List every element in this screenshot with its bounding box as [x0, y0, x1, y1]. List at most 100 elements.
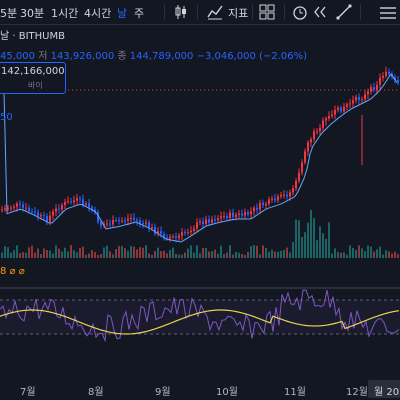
- candle-body: [226, 216, 228, 219]
- volume-bar: [292, 242, 294, 258]
- candle-body: [355, 97, 357, 101]
- volume-bar: [91, 250, 93, 258]
- indicators-icon[interactable]: [206, 3, 224, 21]
- menu-icon[interactable]: [378, 3, 396, 21]
- candle-body: [121, 220, 123, 222]
- candle-body: [274, 198, 276, 201]
- candle-body: [280, 195, 282, 197]
- candle-body: [259, 202, 261, 210]
- volume-bar: [313, 218, 315, 258]
- candle-body: [397, 80, 399, 83]
- indicators-label[interactable]: 지표: [228, 7, 249, 20]
- candle-body: [178, 235, 180, 238]
- buy-price-box[interactable]: 142,166,000 바이: [0, 62, 66, 94]
- candle-body: [292, 188, 294, 193]
- volume-bar: [367, 245, 369, 258]
- candle-body: [343, 106, 345, 112]
- volume-bar: [373, 251, 375, 258]
- candle-body: [172, 236, 174, 238]
- candle-body: [283, 194, 285, 196]
- candle-body: [91, 207, 93, 210]
- open-value: 45,000: [0, 51, 35, 62]
- candle-icon[interactable]: [172, 3, 190, 21]
- candle-body: [265, 203, 267, 206]
- volume-bar: [250, 246, 252, 258]
- candle-body: [196, 222, 198, 229]
- candle-body: [49, 215, 51, 222]
- replay-icon[interactable]: [312, 3, 330, 21]
- buy-label: 바이: [28, 81, 43, 90]
- volume-bar: [358, 245, 360, 258]
- volume-bar: [310, 209, 312, 258]
- candle-body: [61, 204, 63, 210]
- candle-body: [229, 212, 231, 219]
- candle-body: [325, 118, 327, 121]
- volume-bar: [103, 247, 105, 258]
- volume-bar: [193, 252, 195, 258]
- candle-body: [1, 209, 3, 211]
- volume-bar: [274, 251, 276, 258]
- line-tool-icon[interactable]: [335, 3, 353, 21]
- volume-bar: [253, 245, 255, 258]
- candle-body: [124, 220, 126, 222]
- volume-bar: [166, 253, 168, 258]
- candle-body: [58, 208, 60, 210]
- xaxis-tick: 12월: [346, 387, 368, 398]
- candle-body: [202, 221, 204, 224]
- interval-30m[interactable]: 30분: [20, 7, 45, 20]
- volume-bar: [37, 248, 39, 258]
- candle-body: [286, 194, 288, 197]
- volume-bar: [217, 253, 219, 258]
- symbol-title[interactable]: 날 · BITHUMB: [0, 31, 65, 42]
- rsi-ma-line: [0, 309, 400, 335]
- volume-bar: [100, 253, 102, 258]
- xaxis-crosshair-label: 월 202: [368, 380, 400, 398]
- volume-bar: [34, 252, 36, 258]
- interval-5m[interactable]: 5분: [0, 7, 18, 20]
- candle-body: [379, 77, 381, 85]
- candle-body: [310, 139, 312, 143]
- volume-bar: [127, 250, 129, 258]
- candle-body: [70, 201, 72, 203]
- interval-week[interactable]: 주: [134, 7, 145, 20]
- candle-body: [238, 213, 240, 215]
- volume-bar: [172, 247, 174, 258]
- interval-1h[interactable]: 1시간: [51, 7, 79, 20]
- candle-body: [148, 222, 150, 228]
- volume-bar: [181, 254, 183, 258]
- interval-4h[interactable]: 4시간: [84, 7, 112, 20]
- candle-body: [307, 142, 309, 152]
- candle-body: [166, 237, 168, 239]
- candle-body: [250, 211, 252, 215]
- candle-body: [10, 207, 12, 209]
- volume-bar: [337, 252, 339, 258]
- candle-body: [187, 232, 189, 234]
- layout-icon[interactable]: [258, 3, 276, 21]
- rsi-line: [0, 289, 400, 343]
- candle-body: [67, 201, 69, 203]
- candle-body: [136, 219, 138, 221]
- candle-body: [304, 151, 306, 163]
- alert-icon[interactable]: [291, 3, 309, 21]
- candle-body: [190, 230, 192, 233]
- volume-bar: [46, 250, 48, 258]
- volume-bar: [361, 248, 363, 258]
- candle-body: [289, 192, 291, 197]
- volume-bar: [70, 245, 72, 258]
- interval-day[interactable]: 날: [117, 7, 128, 20]
- candle-body: [97, 212, 99, 222]
- volume-bar: [295, 219, 297, 258]
- candle-body: [16, 203, 18, 207]
- candle-body: [109, 223, 111, 225]
- volume-bar: [349, 245, 351, 258]
- volume-bar: [115, 248, 117, 258]
- volume-bar: [79, 248, 81, 258]
- volume-bar: [190, 245, 192, 258]
- volume-bar: [343, 252, 345, 258]
- candle-body: [214, 219, 216, 221]
- moving-average-value: 50: [0, 112, 13, 123]
- low-value: 143,926,000: [50, 51, 115, 62]
- volume-bar: [262, 245, 264, 258]
- volume-bar: [106, 245, 108, 258]
